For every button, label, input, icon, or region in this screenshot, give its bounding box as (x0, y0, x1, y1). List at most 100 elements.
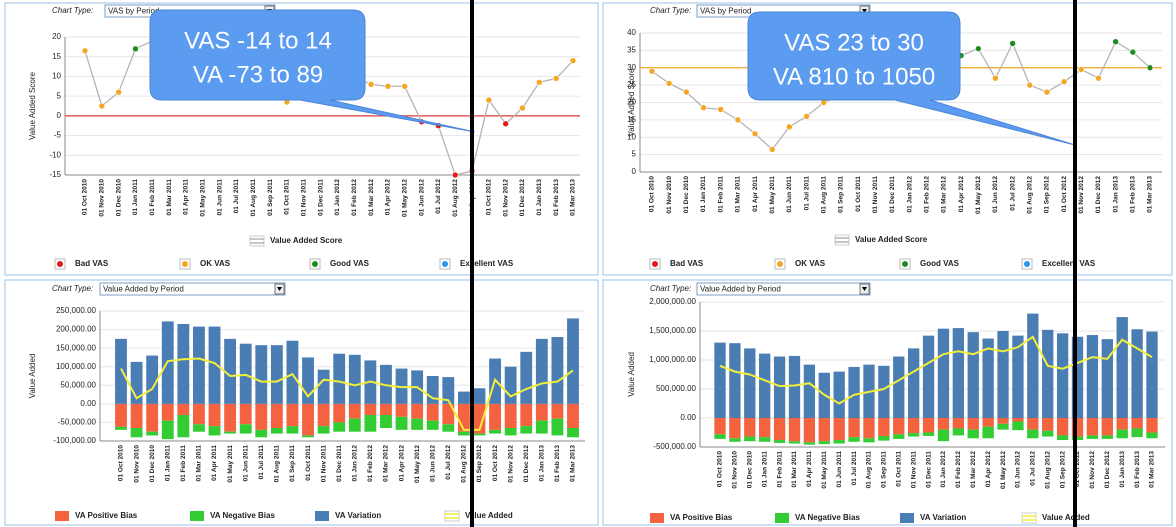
x-tick-label: 01 Mar 2013 (1149, 451, 1156, 488)
x-tick-label: 01 Sep 2011 (267, 179, 274, 216)
y-tick-label: 15 (52, 52, 61, 61)
x-tick-label: 01 Sep 2012 (476, 445, 483, 483)
bar (1086, 418, 1099, 436)
x-tick-label: 01 Jun 2012 (418, 179, 425, 216)
divider-line (470, 0, 474, 527)
y-tick-label: 150,000.00 (56, 343, 97, 352)
bar (193, 326, 205, 404)
x-tick-label: 01 Aug 2011 (866, 451, 873, 489)
point (485, 96, 493, 104)
x-tick-label: 01 Apr 2012 (985, 451, 992, 488)
bar (937, 328, 950, 418)
point (115, 88, 122, 96)
bar (1027, 418, 1039, 430)
bar (803, 418, 816, 443)
x-tick-label: 01 Sep 2011 (289, 445, 296, 482)
x-tick-label: 01 Jan 2011 (761, 451, 768, 488)
point (734, 116, 742, 124)
bar (567, 318, 579, 404)
chart-type-label: Chart Type: (52, 284, 93, 293)
x-tick-label: 01 Nov 2011 (910, 451, 917, 489)
bar (848, 366, 860, 418)
bar (161, 420, 174, 440)
chart-type-select[interactable] (99, 282, 286, 296)
bar (457, 431, 470, 436)
x-tick-label: 01 Oct 2010 (82, 179, 89, 216)
x-tick-label: 01 Dec 2011 (317, 179, 324, 216)
y-axis-title: Value Added (627, 352, 636, 397)
x-tick-label: 01 May 2011 (769, 176, 776, 214)
bar (177, 415, 190, 438)
bar (1131, 329, 1143, 418)
bar (1042, 418, 1054, 431)
chart-type-value: VAS by Period (108, 7, 159, 16)
x-tick-label: 01 Dec 2011 (889, 176, 896, 213)
bar (1071, 436, 1084, 441)
x-tick-label: 01 Apr 2011 (183, 179, 190, 215)
bar (1116, 418, 1128, 430)
x-tick-label: 01 Jan 2013 (1119, 451, 1126, 488)
legend-symbol (182, 261, 188, 267)
chart-type-select[interactable] (696, 282, 871, 296)
bar (1101, 339, 1113, 418)
bar (177, 403, 190, 415)
x-tick-label: 01 Jul 2011 (803, 176, 810, 211)
bar (535, 420, 548, 434)
bar (922, 335, 935, 418)
x-tick-label: 01 Aug 2012 (452, 179, 459, 217)
bar (878, 418, 890, 436)
x-tick-label: 01 Oct 2010 (118, 445, 125, 482)
bar (1042, 329, 1054, 418)
bar (333, 403, 346, 423)
legend-symbol (315, 511, 329, 521)
x-tick-label: 01 Aug 2012 (1044, 451, 1051, 489)
bar (224, 403, 237, 432)
x-tick-label: 01 Jun 2012 (992, 176, 999, 213)
x-tick-label: 01 Mar 2013 (1147, 176, 1154, 213)
y-tick-label: 100,000.00 (56, 362, 97, 371)
bar (208, 326, 221, 404)
y-tick-label: 40 (627, 28, 636, 37)
callout: VAS -14 to 14 VA -73 to 89 (149, 9, 476, 133)
chart-type-value: VAS by Period (700, 7, 751, 16)
x-tick-label: 01 Oct 2011 (855, 176, 862, 212)
legend-label: VA Positive Bias (670, 513, 733, 522)
bar (473, 403, 486, 434)
legend-label: Excellent VAS (460, 259, 514, 268)
y-tick-label: 0 (57, 111, 62, 120)
x-tick-label: 01 Jul 2012 (435, 179, 442, 214)
bar (193, 424, 205, 432)
legend-symbol (442, 261, 448, 267)
y-axis-title: Value Added Score (627, 68, 636, 136)
legend-box (834, 234, 850, 246)
x-tick-label: 01 Mar 2011 (735, 176, 742, 213)
legend-label: VA Positive Bias (75, 511, 138, 520)
bar (1086, 335, 1099, 418)
bar (952, 328, 965, 418)
bar (1056, 435, 1069, 441)
x-tick-label: 01 Nov 2012 (507, 445, 514, 483)
y-tick-label: 0.00 (80, 399, 96, 408)
bar (1012, 335, 1024, 418)
point (1112, 38, 1119, 45)
x-tick-label: 01 Dec 2011 (925, 451, 932, 488)
bar (833, 440, 845, 444)
bar (426, 376, 439, 404)
x-tick-label: 01 Mar 2012 (368, 179, 375, 216)
legend-symbol (777, 261, 783, 267)
bar (146, 403, 159, 432)
x-tick-label: 01 Oct 2011 (895, 451, 902, 487)
x-tick-label: 01 Dec 2010 (149, 445, 156, 483)
bar (744, 348, 756, 418)
bar (426, 420, 439, 430)
point (98, 102, 106, 110)
x-tick-label: 01 Nov 2012 (1089, 451, 1096, 489)
bar (193, 403, 205, 425)
legend-symbol (902, 261, 908, 267)
x-tick-label: 01 Mar 2013 (570, 445, 577, 482)
y-tick-label: 500,000.00 (656, 384, 697, 393)
bar (255, 403, 268, 430)
x-tick-label: 01 Aug 2012 (461, 445, 468, 483)
x-tick-label: 01 Nov 2010 (133, 445, 140, 483)
x-tick-label: 01 Mar 2013 (570, 179, 577, 216)
